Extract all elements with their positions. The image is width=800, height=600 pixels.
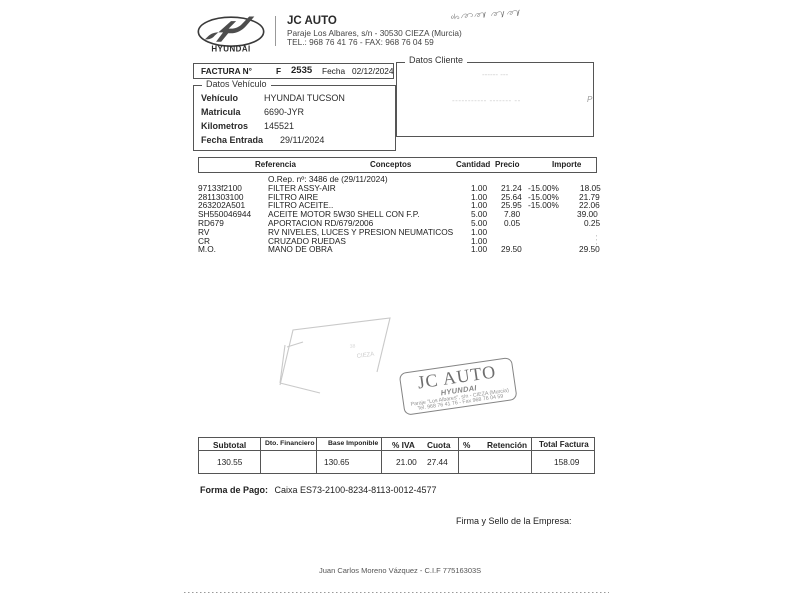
svg-text:CIEZA: CIEZA — [356, 352, 374, 360]
svg-text:38: 38 — [349, 343, 356, 350]
svg-text:HYUNDAI: HYUNDAI — [211, 44, 250, 53]
